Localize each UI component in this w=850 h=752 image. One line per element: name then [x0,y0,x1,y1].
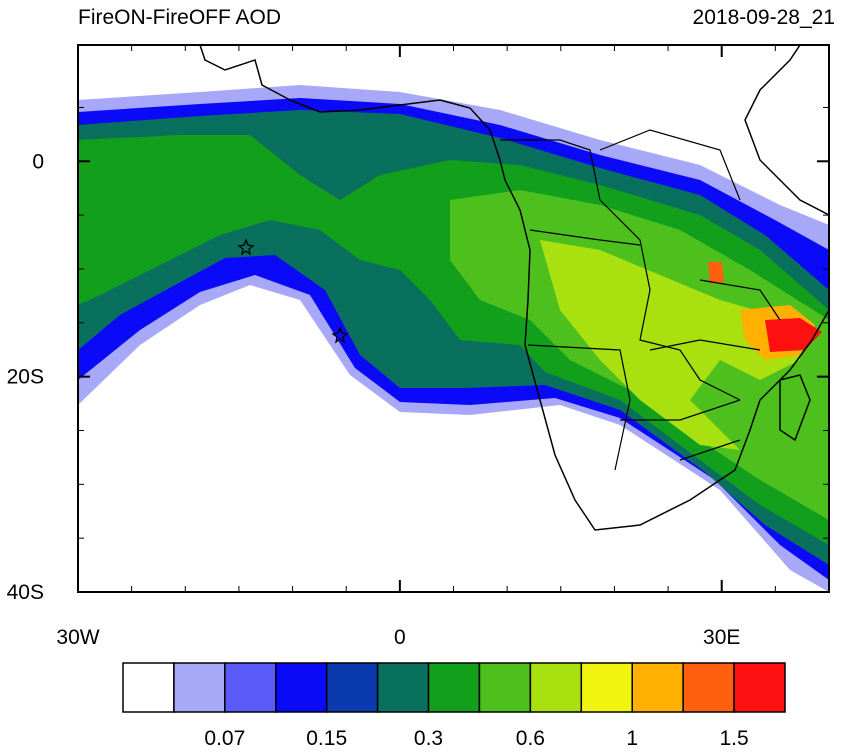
plume-red-spot [708,262,724,284]
colorbar-label: 0.3 [414,727,443,747]
x-tick-label: 30W [56,626,99,649]
map-title: FireON-FireOFF AOD [78,6,281,29]
y-tick-label: 0 [32,150,44,173]
colorbar-box [173,662,226,713]
plume-red [765,318,822,352]
colorbar-box [122,662,175,713]
colorbar-box [478,662,532,713]
marker-star [237,238,349,344]
x-tick-label: 0 [394,626,406,649]
y-tick-label: 40S [7,581,44,604]
colorbar-box [580,662,633,713]
plume-yellowgreen [540,240,800,450]
colorbar-label: 0.6 [516,727,545,747]
colorbar: 0.07 0.15 0.3 0.6 1 1.5 [122,662,786,750]
colorbar-box [733,662,786,713]
x-tick-label: 30E [703,626,740,649]
coastline [199,45,829,531]
borders [500,129,781,471]
colorbar-box [631,662,684,713]
colorbar-label: 1 [626,727,638,747]
colorbar-box [682,662,735,713]
colorbar-box [376,662,430,713]
y-tick-label: 20S [7,366,44,389]
colorbar-box [427,662,481,713]
map-time: 2018-09-28_21 [693,6,835,29]
colorbar-box [325,662,379,713]
axes: 30W 0 30E 0 20S 40S [7,45,829,649]
colorbar-label: 1.5 [719,727,748,747]
aod-field [78,45,829,592]
colorbar-box [224,662,277,713]
colorbar-label: 0.15 [306,727,347,747]
colorbar-label: 0.07 [204,727,245,747]
colorbar-box [275,662,328,713]
colorbar-box [529,662,583,713]
